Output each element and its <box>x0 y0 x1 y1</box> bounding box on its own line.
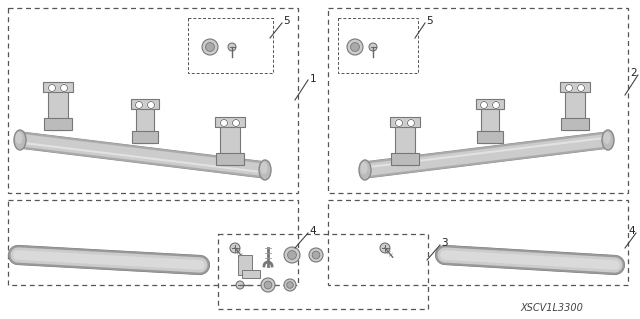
Ellipse shape <box>14 130 26 150</box>
Circle shape <box>312 251 320 259</box>
FancyBboxPatch shape <box>395 123 415 165</box>
Circle shape <box>577 85 584 92</box>
FancyBboxPatch shape <box>238 255 252 275</box>
Circle shape <box>309 248 323 262</box>
Bar <box>328 200 628 285</box>
FancyBboxPatch shape <box>48 88 68 130</box>
Circle shape <box>396 120 403 127</box>
Text: 5: 5 <box>426 16 433 26</box>
Circle shape <box>49 85 56 92</box>
Circle shape <box>261 278 275 292</box>
Circle shape <box>351 43 360 51</box>
Circle shape <box>481 101 488 108</box>
Circle shape <box>287 282 293 288</box>
Circle shape <box>230 243 240 253</box>
Circle shape <box>221 120 227 127</box>
FancyBboxPatch shape <box>136 105 154 143</box>
Ellipse shape <box>259 160 271 180</box>
Text: 1: 1 <box>310 74 317 84</box>
Bar <box>43 82 73 92</box>
Bar <box>8 200 298 285</box>
FancyBboxPatch shape <box>565 88 585 130</box>
Circle shape <box>136 101 143 108</box>
Circle shape <box>566 85 573 92</box>
Circle shape <box>284 279 296 291</box>
Ellipse shape <box>360 162 367 174</box>
Ellipse shape <box>359 160 371 180</box>
Text: XSCV1L3300: XSCV1L3300 <box>520 303 583 313</box>
Bar <box>44 118 72 130</box>
Circle shape <box>493 101 499 108</box>
Bar <box>476 99 504 109</box>
Circle shape <box>408 120 415 127</box>
Circle shape <box>232 120 239 127</box>
Ellipse shape <box>602 130 614 150</box>
Bar <box>390 117 420 127</box>
FancyBboxPatch shape <box>220 123 240 165</box>
Circle shape <box>205 43 214 51</box>
Circle shape <box>284 247 300 263</box>
Bar <box>216 153 244 165</box>
FancyBboxPatch shape <box>481 105 499 143</box>
Ellipse shape <box>260 162 268 174</box>
Bar <box>8 8 298 193</box>
Circle shape <box>264 281 272 289</box>
Bar <box>188 18 273 73</box>
Bar <box>391 153 419 165</box>
Bar <box>218 234 428 309</box>
Text: 5: 5 <box>283 16 290 26</box>
Bar <box>215 117 245 127</box>
Bar <box>561 118 589 130</box>
Circle shape <box>287 251 296 259</box>
Bar <box>328 8 628 193</box>
Bar <box>132 131 158 143</box>
Bar <box>131 99 159 109</box>
Bar <box>477 131 503 143</box>
Bar <box>560 82 590 92</box>
Ellipse shape <box>604 132 611 144</box>
Circle shape <box>202 39 218 55</box>
Bar <box>338 18 418 73</box>
Bar <box>242 270 260 278</box>
Text: 2: 2 <box>630 68 637 78</box>
Circle shape <box>228 43 236 51</box>
Circle shape <box>61 85 67 92</box>
Circle shape <box>369 43 377 51</box>
Circle shape <box>347 39 363 55</box>
Ellipse shape <box>15 132 22 144</box>
Circle shape <box>380 243 390 253</box>
Text: 4: 4 <box>628 226 635 236</box>
Text: 4: 4 <box>309 226 316 236</box>
Text: 3: 3 <box>441 238 447 248</box>
Circle shape <box>147 101 154 108</box>
Circle shape <box>236 281 244 289</box>
